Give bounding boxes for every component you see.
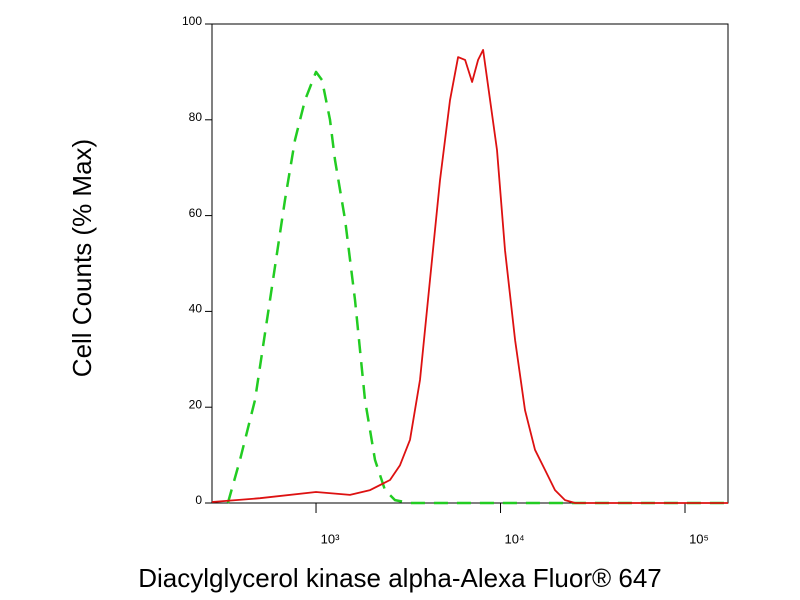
plot-frame [211, 23, 729, 504]
y-tick-label: 60 [189, 206, 203, 220]
y-tick-label: 0 [195, 493, 202, 507]
x-axis-label: Diacylglycerol kinase alpha-Alexa Fluor®… [138, 563, 662, 593]
y-tick-label: 40 [189, 302, 203, 316]
y-tick-label: 100 [182, 14, 202, 28]
x-tick-label: 10⁴ [504, 531, 524, 546]
x-tick-label: 10⁵ [689, 531, 709, 546]
series-line [211, 49, 728, 504]
x-tick-label: 10³ [321, 531, 340, 546]
series-line [226, 70, 728, 505]
y-axis-label: Cell Counts (% Max) [67, 139, 97, 377]
y-tick-label: 80 [189, 110, 203, 124]
y-tick-label: 20 [189, 397, 203, 411]
